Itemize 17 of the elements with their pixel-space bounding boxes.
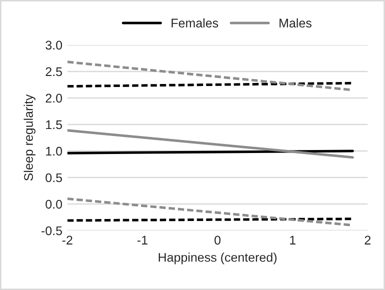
y-tick-label: 0.5: [46, 173, 62, 182]
y-tick-label: 3.0: [46, 40, 62, 50]
y-tick-label: 2.5: [46, 67, 62, 76]
x-tick-label: -2: [62, 236, 72, 244]
x-tick-label: -1: [137, 236, 148, 244]
legend-label: Females: [172, 18, 218, 28]
y-tick-label: 1.5: [46, 120, 62, 130]
legend-label: Males: [280, 18, 312, 28]
y-tick-label: 1.0: [46, 146, 62, 156]
x-axis-title: Happiness (centered): [158, 252, 277, 264]
x-tick-label: 2: [364, 236, 371, 244]
y-tick-label: 2.0: [46, 94, 62, 103]
y-tick-label: 0.0: [46, 200, 62, 209]
y-tick-label: -0.5: [42, 226, 62, 236]
x-tick-label: 1: [290, 236, 296, 244]
y-axis-title: Sleep regularity: [24, 94, 36, 181]
x-tick-label: 0: [214, 236, 221, 245]
